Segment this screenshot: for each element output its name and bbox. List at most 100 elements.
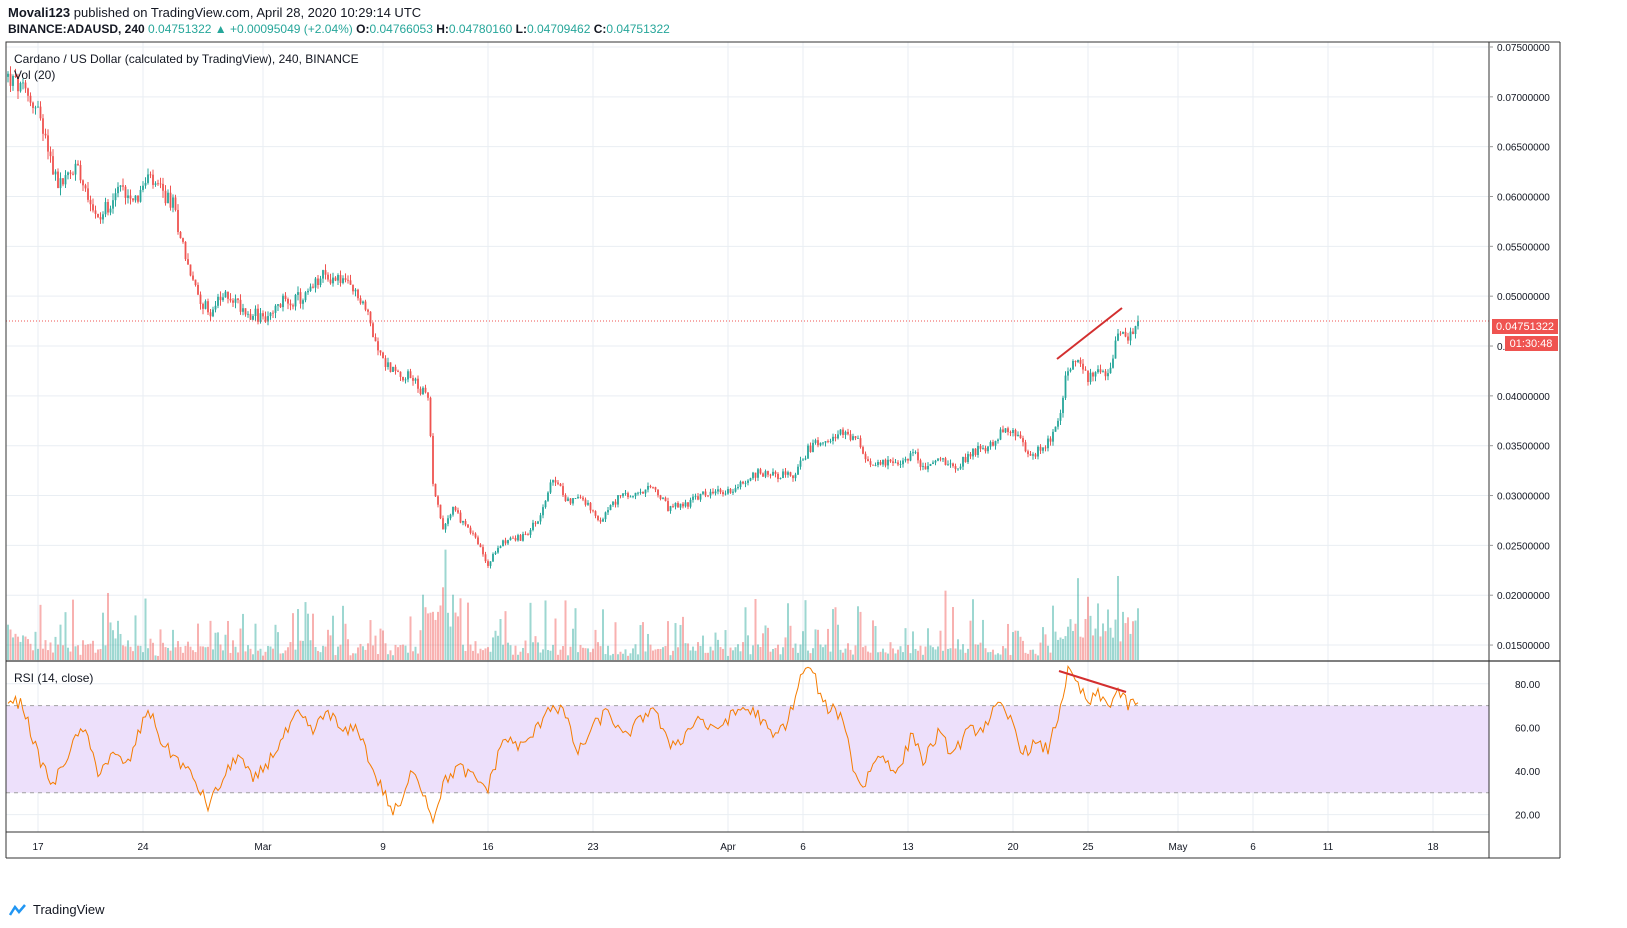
volume-bar [302,640,304,660]
candle-body [524,534,527,535]
candle-body [754,472,757,478]
volume-bar [117,620,119,660]
candle-body [714,491,717,494]
candle-body [934,460,937,463]
candle-body [1109,367,1112,374]
volume-bar [1062,638,1064,660]
volume-bar [214,632,217,660]
candle-body [1032,454,1034,456]
volume-bar [354,653,357,660]
volume-bar [812,648,814,660]
volume-bar [1067,626,1069,660]
timer-tag-bg [1505,336,1558,351]
volume-bar [854,645,857,660]
volume-bar [234,646,237,660]
timer-tag: 01:30:48 [1510,338,1553,350]
candle-body [759,469,762,474]
volume-bar [999,654,1002,660]
volume-bar [444,549,447,660]
volume-bar [674,623,677,660]
candle-body [892,461,894,463]
volume-bar [474,641,477,660]
volume-bar [689,650,692,660]
volume-bar [884,652,887,660]
candle-body [334,277,337,281]
candle-body [512,537,514,539]
candle-body [997,439,999,442]
candle-body [974,448,977,455]
footer-brand[interactable]: TradingView [8,902,105,917]
candle-body [544,500,547,508]
volume-bar [599,646,602,660]
candle-body [584,499,587,505]
candle-body [289,303,292,306]
candle-body [124,186,127,198]
candle-body [779,478,782,479]
volume-bar [207,646,209,660]
candle-body [404,379,407,381]
volume-bar [212,649,214,660]
volume-bar [692,646,694,660]
volume-bar [1127,617,1129,660]
symbol-label: BINANCE:ADAUSD, 240 [8,22,145,36]
volume-bar [529,602,532,660]
volume-legend: Vol (20) [14,68,55,82]
volume-bar [1109,627,1112,660]
candle-body [294,294,297,307]
candle-body [1132,331,1134,335]
candle-body [887,459,889,466]
main-legend: Cardano / US Dollar (calculated by Tradi… [14,52,359,66]
volume-bar [374,635,377,660]
candle-body [399,371,402,377]
volume-bar [247,645,249,660]
candle-body [884,459,887,466]
volume-bar [324,646,327,660]
candle-body [962,457,964,467]
volume-bar [79,654,82,660]
volume-bar [417,653,419,660]
volume-bar [852,654,854,660]
volume-bar [87,644,89,660]
volume-bar [162,642,164,660]
candle-body [309,286,312,291]
candle-body [702,491,704,494]
author-name[interactable]: Movali123 [8,5,71,20]
volume-bar [687,643,689,660]
volume-bar [249,648,252,660]
candle-body [134,195,137,201]
volume-bar [554,618,557,660]
volume-bar [167,647,169,660]
time-tick-label: 11 [1323,842,1334,853]
candle-body [632,496,634,497]
candle-body [1074,361,1077,363]
candle-body [292,305,294,307]
time-tick-label: 13 [902,842,914,853]
candle-body [987,446,989,452]
volume-bar [344,623,347,660]
volume-bar [399,645,402,660]
candle-body [562,486,564,496]
volume-bar [112,630,114,660]
volume-bar [122,645,124,660]
candle-body [814,440,817,443]
volume-bar [607,645,609,660]
candle-body [389,362,392,372]
candle-body [254,308,257,317]
candle-body [909,453,912,461]
candle-body [1009,432,1012,433]
volume-bar [412,651,414,660]
volume-bar [132,651,134,660]
candle-body [224,291,227,298]
time-tick-label: Apr [720,842,736,853]
candle-body [214,305,217,310]
candle-body [487,561,489,566]
candle-body [154,183,157,185]
candle-body [477,537,479,545]
volume-bar [839,649,842,660]
volume-bar [452,594,454,660]
volume-bar [192,650,194,660]
candle-body [984,447,987,452]
candle-body [87,188,89,200]
candle-body [582,497,584,500]
